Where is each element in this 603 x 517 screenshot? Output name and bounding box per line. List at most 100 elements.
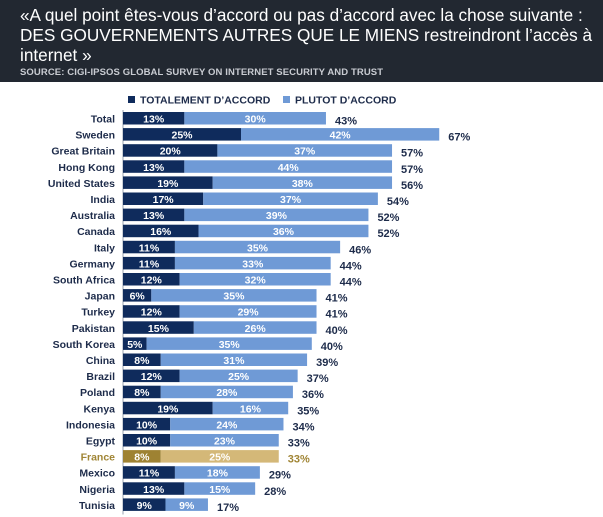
data-label-total: 37% — [307, 373, 329, 385]
data-label-total: 67% — [448, 132, 470, 144]
bar-plutot — [174, 466, 260, 479]
category-label: India — [90, 194, 115, 206]
data-label-total: 28% — [264, 486, 286, 498]
category-label: Italy — [94, 242, 115, 254]
data-label-plutot: 31% — [223, 355, 245, 367]
data-label-total: 57% — [401, 148, 423, 160]
category-label: Canada — [77, 226, 115, 238]
category-label: South Africa — [53, 275, 115, 287]
data-label-total: 41% — [326, 309, 348, 321]
data-label-totalement: 12% — [141, 307, 163, 319]
bar-totalement — [123, 353, 161, 366]
data-label-plutot: 9% — [179, 500, 195, 512]
data-label-totalement: 6% — [130, 291, 146, 303]
bar-plutot — [179, 273, 331, 286]
bar-plutot — [151, 289, 317, 302]
data-label-totalement: 13% — [143, 114, 165, 126]
data-label-plutot: 29% — [238, 307, 260, 319]
data-label-totalement: 11% — [139, 468, 160, 480]
legend-label: PLUTOT D’ACCORD — [295, 95, 397, 107]
data-label-totalement: 9% — [137, 500, 153, 512]
data-label-totalement: 13% — [143, 484, 165, 496]
bar-plutot — [217, 144, 393, 157]
data-label-plutot: 35% — [219, 339, 241, 351]
bar-plutot — [198, 224, 369, 238]
data-label-totalement: 15% — [148, 323, 170, 335]
data-label-totalement: 5% — [127, 339, 143, 351]
bar-plutot — [160, 450, 279, 463]
bar-plutot — [165, 498, 208, 511]
bar-plutot — [174, 256, 331, 270]
bar-plutot — [212, 176, 393, 189]
bar-totalement — [123, 256, 175, 270]
data-label-plutot: 38% — [292, 178, 314, 190]
data-label-totalement: 12% — [141, 275, 163, 287]
legend-swatch — [283, 96, 290, 103]
data-label-total: 34% — [292, 421, 314, 433]
category-label: United States — [48, 178, 115, 190]
bar-totalement — [123, 369, 180, 383]
bar-plutot — [179, 369, 298, 383]
bar-totalement — [123, 450, 161, 463]
bar-totalement — [123, 240, 175, 254]
data-label-totalement: 10% — [136, 436, 158, 448]
bar-totalement — [123, 208, 185, 222]
data-label-total: 52% — [377, 212, 399, 224]
data-label-plutot: 33% — [242, 258, 264, 270]
category-label: Great Britain — [51, 146, 115, 158]
data-label-total: 29% — [269, 470, 291, 482]
data-label-totalement: 17% — [153, 194, 175, 206]
data-label-total: 46% — [349, 244, 371, 256]
data-label-totalement: 13% — [143, 210, 165, 222]
data-label-plutot: 28% — [216, 387, 238, 399]
category-label: Brazil — [86, 371, 115, 383]
bar-totalement — [123, 176, 213, 189]
bar-plutot — [160, 385, 293, 399]
category-label: Hong Kong — [58, 162, 115, 174]
data-label-totalement: 19% — [157, 178, 179, 190]
bar-totalement — [123, 321, 194, 334]
bar-plutot — [174, 240, 341, 254]
bar-plutot — [184, 160, 393, 173]
bar-totalement — [123, 482, 185, 495]
data-label-totalement: 11% — [139, 242, 160, 254]
bar-totalement — [123, 144, 218, 157]
data-label-total: 36% — [302, 389, 324, 401]
bar-plutot — [193, 321, 317, 334]
data-label-totalement: 11% — [139, 258, 160, 270]
data-label-plutot: 18% — [207, 468, 229, 480]
chart-title: «A quel point êtes-vous d’accord ou pas … — [20, 5, 593, 65]
bar-totalement — [123, 160, 185, 173]
bar-totalement — [123, 112, 185, 125]
data-label-plutot: 35% — [247, 242, 269, 254]
data-label-total: 17% — [217, 502, 239, 514]
bar-plutot — [184, 482, 256, 495]
bar-plutot — [160, 353, 308, 366]
bar-plutot — [241, 128, 440, 141]
category-label: Germany — [69, 258, 115, 270]
data-label-total: 41% — [326, 293, 348, 305]
bar-totalement — [123, 305, 180, 318]
bar-totalement — [123, 192, 204, 205]
bar-plutot — [146, 337, 312, 350]
data-label-totalement: 19% — [157, 403, 179, 415]
data-label-total: 43% — [335, 116, 357, 128]
data-label-plutot: 44% — [278, 162, 300, 174]
category-label: Mexico — [79, 468, 115, 480]
data-label-totalement: 16% — [150, 226, 172, 238]
category-label: Pakistan — [72, 323, 115, 335]
bar-plutot — [170, 434, 279, 447]
data-label-plutot: 23% — [214, 436, 236, 448]
category-label: Indonesia — [66, 419, 115, 431]
data-label-totalement: 10% — [136, 419, 158, 431]
category-label: Tunisia — [79, 500, 115, 512]
legend-label: TOTALEMENT D’ACCORD — [140, 95, 271, 107]
stacked-bar-chart: TOTALEMENT D’ACCORD PLUTOT D’ACCORD Total 1… — [48, 95, 470, 515]
category-label: Australia — [70, 210, 115, 222]
data-label-total: 44% — [340, 260, 362, 272]
category-label: France — [81, 452, 116, 464]
data-label-total: 56% — [401, 180, 423, 192]
data-label-totalement: 20% — [160, 146, 182, 158]
bar-totalement — [123, 273, 180, 286]
source-note: SOURCE: CIGI-IPSOS GLOBAL SURVEY ON INTE… — [20, 67, 384, 78]
